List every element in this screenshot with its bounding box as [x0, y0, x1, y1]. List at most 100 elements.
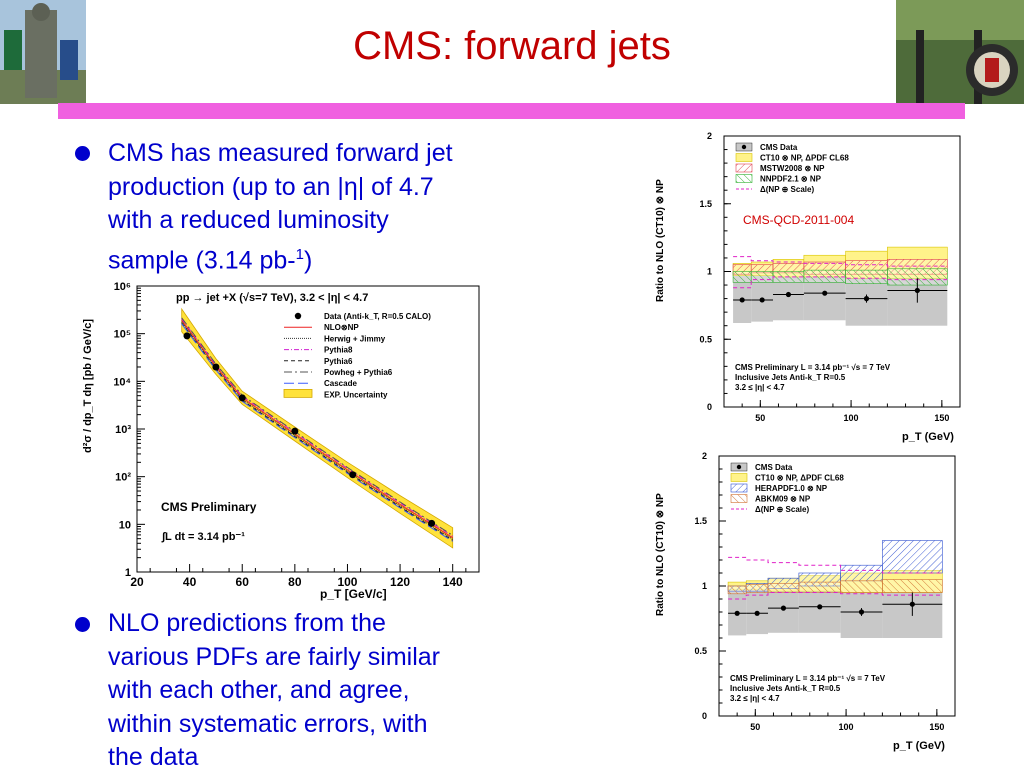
legend-label: Pythia8 [324, 346, 353, 355]
x-tick-label: 100 [844, 413, 859, 423]
superscript: 1 [295, 245, 304, 263]
x-axis-label: p_T (GeV) [902, 431, 954, 443]
legend-swatch-mstw2008_band [735, 163, 753, 173]
x-tick-label: 60 [236, 575, 250, 589]
statue-photo [0, 0, 86, 104]
data-point [212, 363, 220, 371]
x-tick-label: 20 [130, 575, 144, 589]
abkm09_band-bin [798, 581, 841, 593]
legend-label: CMS Data [760, 143, 798, 152]
nnpdf_band-bin [803, 269, 846, 283]
legend-swatch-ct10 [735, 153, 753, 162]
gate-seal-photo [896, 0, 1024, 104]
eta-range-label: 3.2 ≤ |η| < 4.7 [730, 694, 780, 703]
data-points-group [728, 592, 943, 616]
cross-section-chart: 20 40 60 80 100 120 140 1 10 10² 10³ 10⁴ 10⁵ 10⁶ pp →… [58, 278, 490, 608]
x-tick-label: 80 [288, 575, 302, 589]
y-tick-label: 10² [115, 472, 131, 484]
bullet-line-text: sample (3.14 pb- [108, 245, 296, 274]
axes-group: 20 40 60 80 100 120 140 1 10 10² 10³ 10⁴ 10⁵ 10⁶ [113, 281, 467, 589]
herapdf_band-bin [882, 540, 943, 574]
chart-title: pp → jet +X (√s=7 TeV), 3.2 < |η| < 4.7 [176, 292, 368, 304]
x-tick-label: 40 [183, 575, 197, 589]
data-point [863, 296, 870, 302]
bullet-line: NLO predictions from the [108, 609, 386, 637]
data-points-group [183, 332, 436, 527]
legend-label: CT10 ⊗ NP, ΔPDF CL68 [760, 154, 849, 163]
data-point [428, 519, 436, 527]
legend-label: NNPDF2.1 ⊗ NP [760, 175, 822, 184]
legend-swatch-ct10 [730, 473, 748, 482]
y-tick-label: 0.5 [699, 334, 712, 344]
legend-swatch-nnpdf_band [735, 174, 753, 183]
bullet-text-1: CMS has measured forward jet production … [108, 137, 518, 277]
bullet-line: with each other, and agree, [108, 676, 410, 704]
legend-swatch-band [283, 389, 313, 398]
data-point [734, 610, 740, 616]
x-tick-label: 120 [390, 575, 410, 589]
slide-title: CMS: forward jets [353, 24, 671, 68]
bullet-line: CMS has measured forward jet [108, 139, 453, 167]
prelim-label: CMS Preliminary L = 3.14 pb⁻¹ √s = 7 TeV [730, 674, 886, 683]
legend-marker-data [741, 144, 747, 150]
np-scale-upper-line [733, 256, 948, 267]
y-tick-label: 0.5 [694, 646, 707, 656]
data-point [780, 605, 787, 611]
x-tick-label: 50 [750, 722, 760, 732]
nnpdf_band-bin [750, 271, 774, 283]
bullet-line: with a reduced luminosity [108, 206, 389, 234]
axes-group: 0 0.5 1 1.5 2 50 100 150 [699, 131, 961, 423]
np-scale-lower-line [728, 592, 943, 600]
legend-label: ABKM09 ⊗ NP [755, 495, 811, 504]
data-point [238, 394, 246, 402]
legend-swatch-abkm09_band [730, 494, 748, 503]
bands-group [727, 540, 943, 638]
legend-label: Pythia6 [324, 357, 353, 366]
bullet-line: various PDFs are fairly similar [108, 642, 441, 671]
bullet-line: production (up to an |η| of 4.7 [108, 172, 434, 201]
np-scale-lower-line [733, 276, 948, 289]
legend: Data (Anti-k_T, R=0.5 CALO) NLO⊗NP Herwig … [283, 312, 431, 399]
cms-preliminary-label: CMS Preliminary [161, 500, 257, 514]
ratio-chart-bottom: 0 0.5 1 1.5 2 50 100 150 CMS Data CT10 ⊗ NP, ΔPD… [640, 446, 966, 758]
y-tick-label: 2 [702, 451, 707, 461]
y-axis-label: Ratio to NLO (CT10) ⊗ NP [655, 179, 666, 302]
data-point [817, 604, 823, 610]
np-scale-upper-line [728, 556, 943, 574]
data-point [858, 609, 865, 615]
ratio-chart-top: 0 0.5 1 1.5 2 50 100 150 CMS Data CT10 ⊗ NP, ΔPD… [640, 120, 966, 448]
legend-label: Powheg + Pythia6 [324, 368, 393, 377]
x-tick-label: 100 [337, 575, 357, 589]
legend-label: MSTW2008 ⊗ NP [760, 164, 825, 173]
abkm09_band-bin [767, 583, 800, 593]
y-tick-label: 0 [707, 402, 712, 412]
data-point [914, 287, 920, 294]
y-tick-label: 2 [707, 131, 712, 141]
legend-label: Δ(NP ⊕ Scale) [755, 505, 809, 514]
legend-label: Herwig + Jimmy [324, 334, 386, 343]
title-underline-bar [58, 103, 965, 119]
legend-label: Δ(NP ⊕ Scale) [760, 185, 814, 194]
bullet-line: the data [108, 743, 199, 771]
legend-label: NLO⊗NP [324, 323, 359, 332]
data-point [909, 601, 915, 607]
axes-group: 0 0.5 1 1.5 2 50 100 150 [694, 451, 956, 732]
y-tick-label: 1.5 [699, 199, 712, 209]
abkm09_band-bin [882, 579, 943, 593]
bullet-line-tail: ) [303, 245, 313, 274]
legend-label: Cascade [324, 379, 357, 388]
x-tick-label: 50 [755, 413, 765, 423]
legend-swatch-herapdf_band [730, 483, 748, 493]
bullet-line: sample (3.14 pb-1) [108, 238, 518, 278]
x-tick-label: 150 [934, 413, 949, 423]
data-point [785, 291, 792, 298]
y-tick-label: 10⁶ [114, 281, 131, 293]
legend-label: HERAPDF1.0 ⊗ NP [755, 484, 828, 493]
analysis-id-label: CMS-QCD-2011-004 [743, 213, 854, 227]
exp-uncertainty-band [181, 307, 454, 549]
bullet-marker [75, 146, 90, 161]
chart-background [58, 278, 490, 608]
data-point [291, 427, 299, 435]
data-point [822, 290, 828, 296]
